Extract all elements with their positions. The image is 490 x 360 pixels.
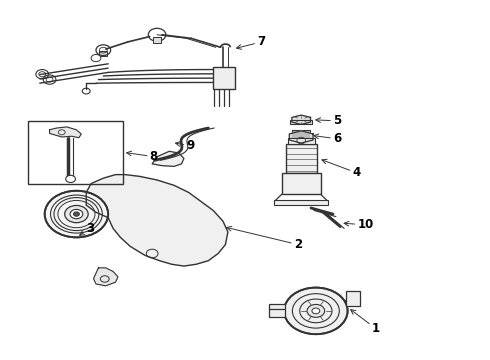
Bar xyxy=(346,291,360,306)
Polygon shape xyxy=(94,268,118,286)
Text: 6: 6 xyxy=(314,132,341,145)
Circle shape xyxy=(307,305,325,318)
Bar xyxy=(213,67,235,89)
Text: 4: 4 xyxy=(322,159,361,179)
Circle shape xyxy=(284,288,347,334)
Circle shape xyxy=(74,212,79,216)
Polygon shape xyxy=(152,151,184,166)
Bar xyxy=(291,120,312,125)
Text: 7: 7 xyxy=(237,35,266,49)
Bar xyxy=(274,200,328,205)
Circle shape xyxy=(312,308,320,314)
Bar xyxy=(295,138,308,143)
Polygon shape xyxy=(289,131,313,143)
Bar xyxy=(99,51,107,56)
Polygon shape xyxy=(292,115,311,125)
Bar xyxy=(153,37,161,43)
Circle shape xyxy=(70,210,83,219)
Circle shape xyxy=(91,54,101,62)
Bar xyxy=(282,173,321,194)
Circle shape xyxy=(65,206,88,223)
Circle shape xyxy=(66,175,75,183)
Bar xyxy=(27,121,123,184)
Text: 2: 2 xyxy=(227,226,302,251)
Polygon shape xyxy=(49,127,81,138)
Text: 9: 9 xyxy=(175,139,195,152)
Bar xyxy=(286,144,317,173)
Bar xyxy=(288,138,315,144)
Text: 1: 1 xyxy=(351,310,380,335)
Bar xyxy=(270,305,285,318)
Text: 10: 10 xyxy=(344,218,374,231)
Text: 3: 3 xyxy=(80,222,95,235)
Bar xyxy=(293,130,310,138)
Text: 5: 5 xyxy=(316,114,341,127)
Polygon shape xyxy=(86,175,228,266)
Circle shape xyxy=(45,191,108,237)
Text: 8: 8 xyxy=(127,150,158,163)
